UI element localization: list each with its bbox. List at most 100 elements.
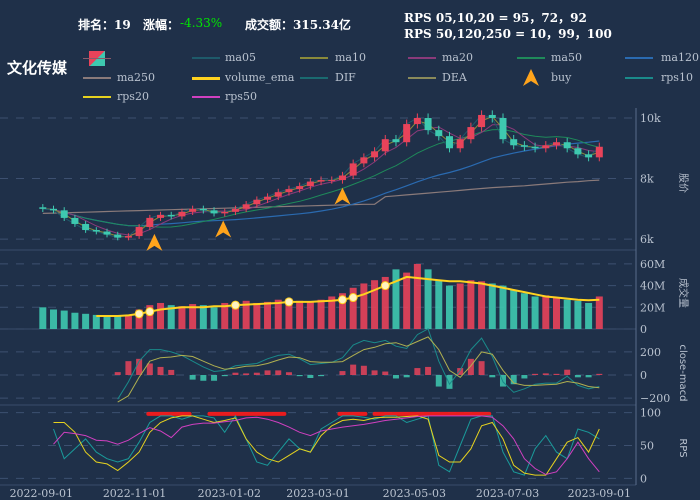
- volume-ema-marker: [145, 307, 155, 317]
- legend-item-candlestick[interactable]: [83, 51, 193, 67]
- macd-histogram-bar: [136, 358, 143, 375]
- legend-line-icon: [192, 77, 220, 80]
- candle: [103, 231, 111, 235]
- y-tick-label: 0: [640, 472, 647, 485]
- macd-histogram-bar: [553, 373, 560, 375]
- candle: [510, 139, 518, 146]
- candle: [157, 214, 165, 218]
- volume-bar: [231, 301, 239, 329]
- volume-bar: [520, 293, 528, 329]
- volume-ema-marker: [284, 297, 294, 307]
- legend-item-rps50[interactable]: rps50: [192, 90, 302, 106]
- macd-axis-title: close-macd: [677, 344, 688, 401]
- volume-bar: [92, 314, 100, 329]
- legend-item-rps10[interactable]: rps10: [625, 71, 700, 87]
- x-tick-label: 2023-07-03: [476, 487, 539, 500]
- macd-histogram-bar: [542, 373, 549, 375]
- candle: [135, 226, 143, 237]
- volume-bar: [563, 299, 571, 329]
- candle: [553, 142, 560, 146]
- volume-bar: [39, 307, 47, 329]
- volume-axis-title: 成交量: [677, 278, 690, 308]
- candle: [542, 145, 550, 149]
- candle: [285, 189, 293, 193]
- macd-histogram-bar: [574, 375, 581, 378]
- candle: [39, 207, 47, 209]
- legend-line-icon: [300, 57, 328, 59]
- legend-label: ma05: [225, 51, 256, 64]
- volume-bar: [221, 302, 229, 329]
- volume-bar: [264, 301, 272, 329]
- volume-bar: [60, 310, 68, 329]
- volume-bar: [338, 293, 346, 329]
- macd-histogram-bar: [564, 369, 571, 375]
- candle: [478, 114, 486, 128]
- macd-histogram-bar: [371, 370, 378, 375]
- y-tick-label: 0: [640, 369, 647, 382]
- macd-histogram-bar: [157, 366, 164, 375]
- legend-label: rps50: [225, 90, 257, 103]
- candle: [124, 236, 132, 238]
- change-value: -4.33%: [180, 16, 223, 30]
- macd-histogram-bar: [285, 372, 292, 375]
- volume-bar: [542, 295, 550, 329]
- y-tick-label: 8k: [640, 173, 654, 186]
- legend-item-DIF[interactable]: DIF: [300, 71, 410, 87]
- y-tick-label: 60M: [640, 258, 665, 271]
- legend-item-ma10[interactable]: ma10: [300, 51, 410, 67]
- buy-marker: [215, 220, 232, 238]
- volume-bar: [306, 301, 314, 329]
- macd-histogram-bar: [200, 375, 207, 381]
- candle: [413, 117, 421, 125]
- legend-label: ma20: [442, 51, 473, 64]
- legend-line-icon: [625, 77, 653, 79]
- price-axis-title: 股价: [677, 173, 689, 193]
- x-tick-label: 2023-05-03: [383, 487, 446, 500]
- candle: [456, 139, 464, 149]
- macd-histogram-bar: [425, 366, 432, 375]
- legend-item-ma120[interactable]: ma120: [625, 51, 700, 67]
- macd-histogram-bar: [264, 370, 271, 375]
- volume-bar: [499, 285, 507, 329]
- macd-histogram-bar: [221, 375, 228, 377]
- buy-arrow-icon: [523, 69, 539, 86]
- volume-bar: [349, 287, 357, 329]
- legend-item-rps20[interactable]: rps20: [83, 90, 193, 106]
- legend-item-ma50[interactable]: ma50: [517, 51, 627, 67]
- legend-label: rps10: [661, 71, 693, 84]
- macd-histogram-bar: [403, 375, 410, 378]
- dea-line: [117, 336, 600, 403]
- volume-bar: [167, 305, 175, 329]
- legend-line-icon: [83, 96, 111, 98]
- candle: [595, 146, 603, 158]
- macd-histogram-bar: [457, 368, 464, 375]
- volume-bar: [435, 280, 443, 329]
- legend-item-ma20[interactable]: ma20: [408, 51, 518, 67]
- macd-histogram-bar: [414, 368, 421, 375]
- macd-histogram-bar: [253, 372, 260, 375]
- volume-bar: [242, 300, 250, 329]
- legend-item-DEA[interactable]: DEA: [408, 71, 518, 87]
- legend-item-volume_ema[interactable]: volume_ema: [192, 71, 302, 87]
- legend-line-icon: [300, 77, 328, 79]
- legend-item-ma05[interactable]: ma05: [192, 51, 302, 67]
- legend-item-ma250[interactable]: ma250: [83, 71, 193, 87]
- candle: [92, 230, 100, 232]
- y-tick-label: 6k: [640, 233, 654, 246]
- macd-histogram-bar: [382, 371, 389, 375]
- macd-histogram-bar: [275, 370, 282, 375]
- candle: [467, 127, 475, 140]
- legend-item-buy[interactable]: buy: [517, 69, 627, 87]
- amount-label: 成交额：315.34亿: [245, 18, 351, 32]
- dif-line: [117, 328, 600, 400]
- rps20-line: [53, 415, 600, 476]
- x-tick-label: 2022-09-01: [10, 487, 73, 500]
- legend-label: volume_ema: [225, 71, 295, 84]
- candle: [574, 148, 582, 155]
- volume-bar: [210, 307, 218, 329]
- volume-bar: [467, 280, 475, 329]
- legend-label: ma10: [335, 51, 366, 64]
- candle: [371, 151, 379, 158]
- legend-label: ma250: [117, 71, 155, 84]
